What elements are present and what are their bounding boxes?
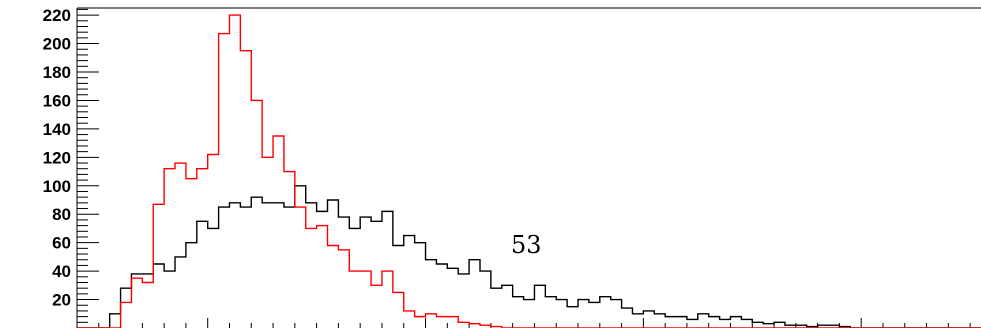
y-tick-label: 100 [43,177,71,196]
y-tick-label: 180 [43,63,71,82]
y-tick-label: 20 [52,291,71,310]
series-layer [77,14,981,328]
x-axis [98,318,971,328]
y-tick-label: 220 [43,6,71,25]
y-axis: 20 40 60 80 100 120 140 160 180 200 220 [43,6,99,323]
histogram-series-black [77,185,981,328]
y-tick-label: 40 [52,262,71,281]
y-tick-label: 80 [52,205,71,224]
plot-frame [76,7,981,328]
annotation-label: 53 [511,231,542,259]
y-tick-label: 60 [52,234,71,253]
y-tick-label: 160 [43,91,71,110]
y-tick-label: 200 [43,35,71,54]
y-tick-label: 120 [43,148,71,167]
histogram-series-red [77,14,981,328]
y-tick-label: 140 [43,120,71,139]
